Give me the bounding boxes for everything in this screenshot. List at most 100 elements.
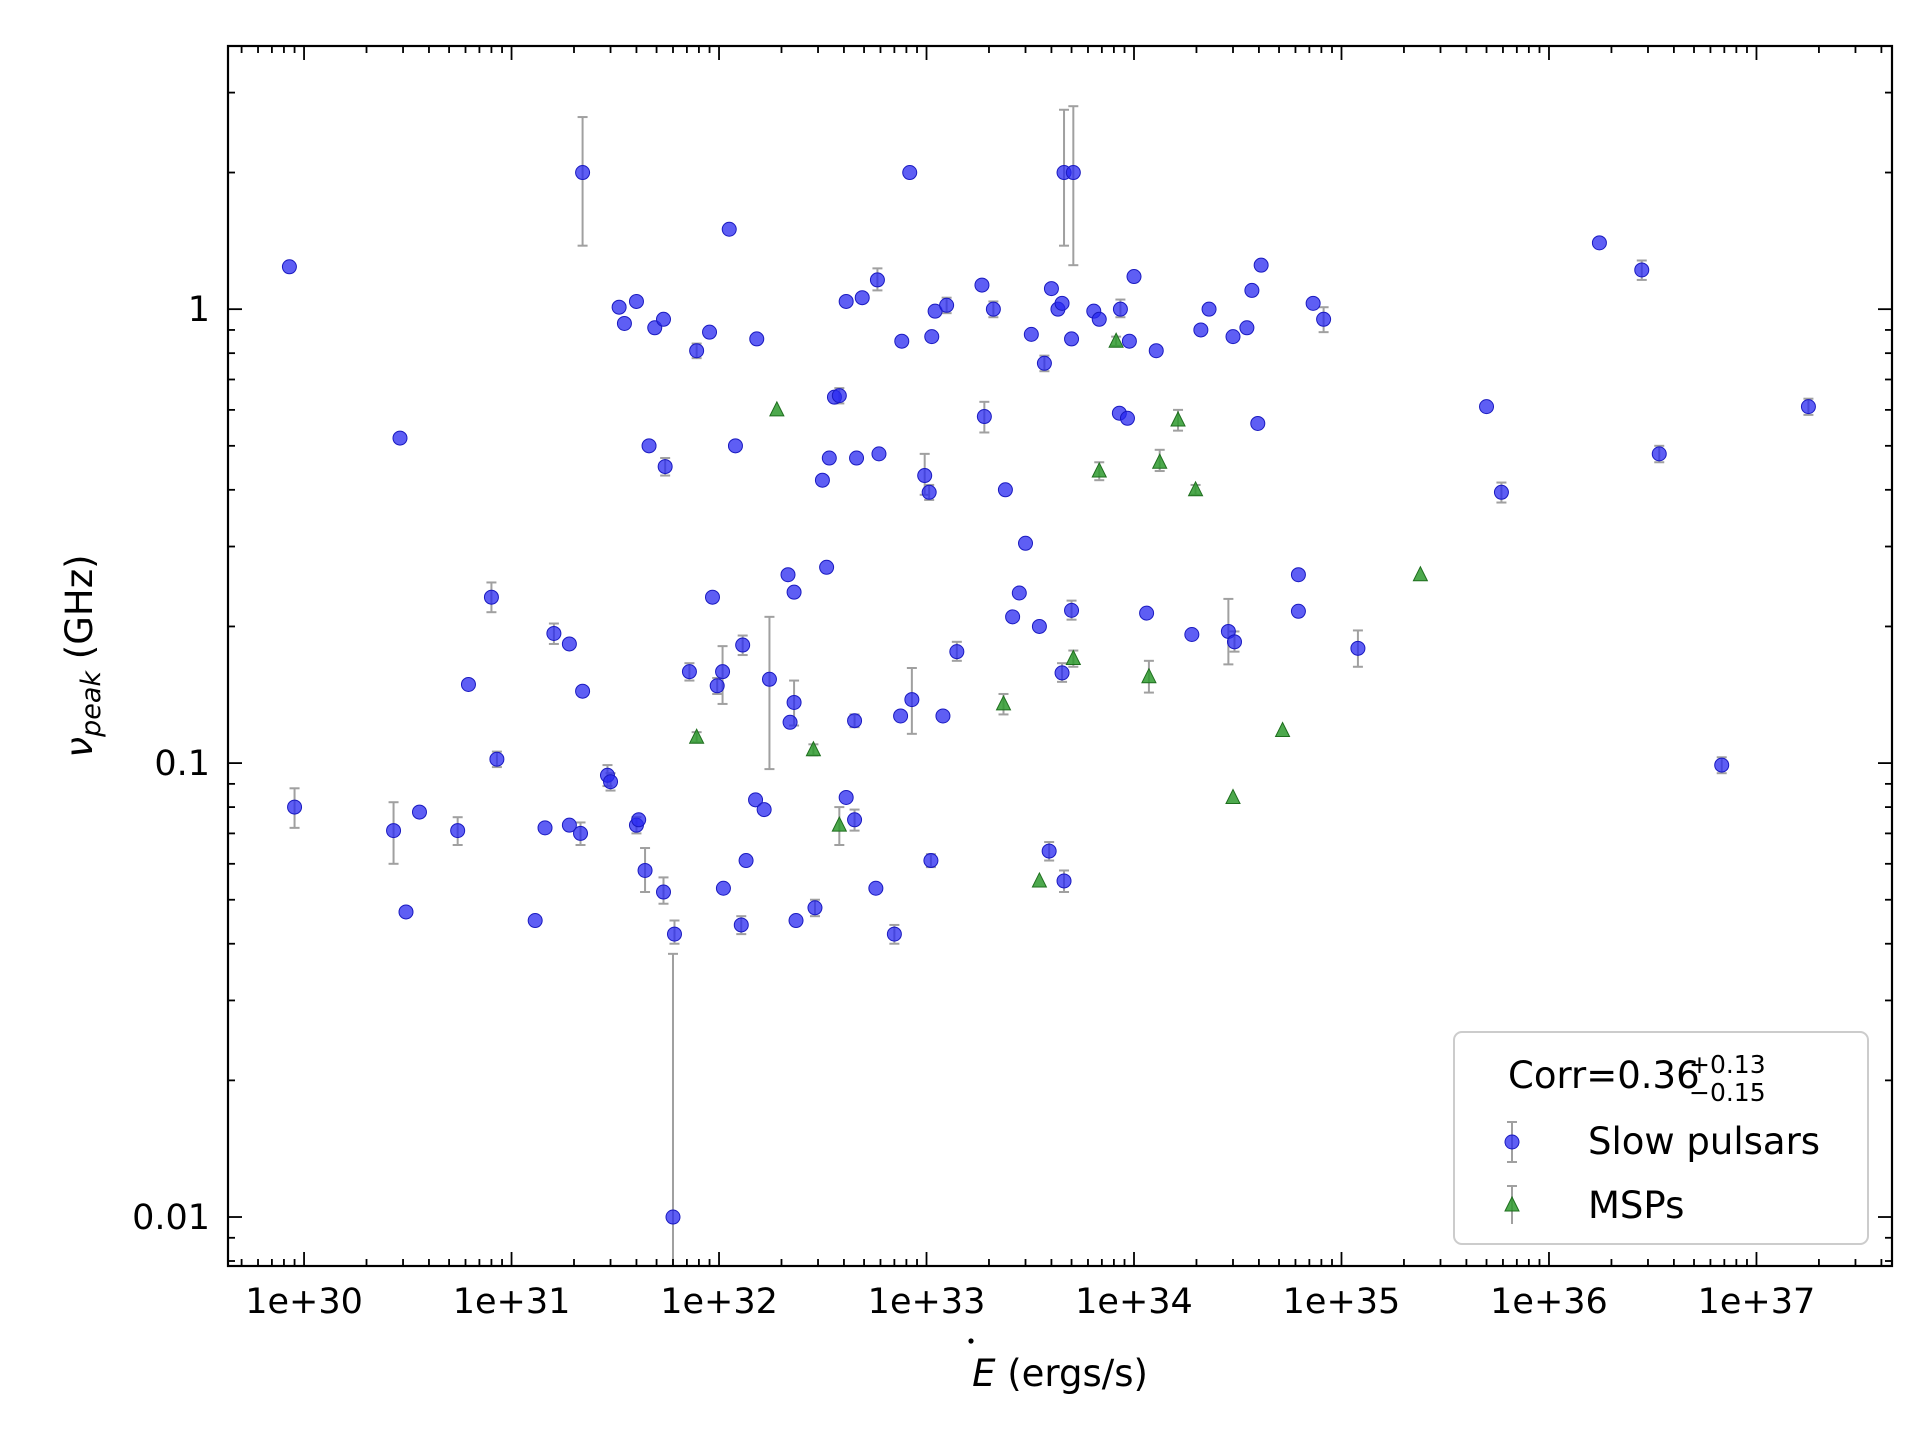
slow-pulsar-point: [921, 484, 937, 500]
x-axis-label: E (ergs/s): [972, 1352, 1148, 1395]
slow-pulsar-point: [637, 862, 653, 878]
y-axis-label: νpeak (GHz): [58, 554, 107, 757]
legend-title: Corr=0.36: [1508, 1054, 1700, 1097]
slow-pulsar-point: [1091, 311, 1107, 327]
slow-pulsar-point: [1018, 535, 1034, 551]
msp-point: [1108, 332, 1124, 348]
x-axis-label-symbol: E: [972, 1352, 996, 1395]
slow-pulsar-point: [537, 820, 553, 836]
slow-pulsar-point: [1201, 301, 1217, 317]
slow-pulsar-point: [450, 823, 466, 839]
slow-pulsar-point: [1290, 567, 1306, 583]
slow-pulsar-point: [838, 293, 854, 309]
slow-pulsar-point: [721, 221, 737, 237]
slow-pulsar-point: [702, 324, 718, 340]
slow-pulsar-point: [386, 823, 402, 839]
slow-pulsar-point: [939, 297, 955, 313]
slow-pulsar-point: [1226, 634, 1242, 650]
slow-pulsar-point: [631, 812, 647, 828]
slow-pulsar-point: [780, 567, 796, 583]
slow-pulsar-point: [616, 315, 632, 331]
slow-pulsar-point: [819, 559, 835, 575]
slow-pulsar-point: [1126, 269, 1142, 285]
slow-pulsar-point: [1290, 603, 1306, 619]
y-tick-label: 0.01: [132, 1198, 210, 1238]
slow-pulsar-point: [1184, 627, 1200, 643]
slow-pulsar-point: [917, 468, 933, 484]
msp-point: [805, 740, 822, 757]
slow-pulsar-point: [561, 636, 577, 652]
slow-pulsar-point: [847, 812, 863, 828]
slow-pulsar-point: [749, 331, 765, 347]
slow-pulsar-point: [1064, 602, 1080, 618]
slow-pulsar-point: [1119, 410, 1135, 426]
slow-pulsar-point: [546, 625, 562, 641]
slow-pulsar-point: [666, 926, 682, 942]
msp-point: [769, 400, 785, 417]
msp-point: [1151, 453, 1168, 469]
x-axis-label-unit: (ergs/s): [995, 1352, 1147, 1395]
x-tick-label: 1e+32: [660, 1282, 778, 1322]
y-tick-label: 1: [188, 290, 210, 330]
slow-pulsar-point: [733, 917, 749, 933]
legend-slow-marker: [1504, 1134, 1520, 1150]
slow-pulsar-point: [904, 692, 920, 708]
slow-pulsar-point: [573, 825, 589, 841]
slow-pulsar-point: [641, 438, 657, 454]
slow-pulsar-point: [807, 900, 823, 916]
slow-pulsar-point: [1036, 355, 1052, 371]
slow-pulsar-point: [1244, 282, 1260, 298]
slow-pulsar-point: [1112, 301, 1128, 317]
slow-pulsar-point: [1148, 343, 1164, 359]
x-tick-label: 1e+31: [453, 1282, 571, 1322]
ticks-layer: [228, 46, 1892, 1266]
slow-pulsar-point: [869, 272, 885, 288]
msp-point: [1274, 721, 1291, 737]
slow-pulsar-point: [1634, 262, 1650, 278]
slow-pulsar-point: [974, 277, 990, 293]
slow-pulsar-point: [748, 792, 764, 808]
legend-box: [1453, 1031, 1869, 1245]
x-tick-label: 1e+33: [868, 1282, 986, 1322]
slow-pulsar-point: [997, 482, 1013, 498]
slow-pulsar-point: [1064, 331, 1080, 347]
slow-pulsar-point: [575, 165, 591, 181]
msp-point: [1065, 649, 1082, 665]
slow-pulsar-point: [735, 637, 751, 653]
slow-pulsar-point: [949, 644, 965, 660]
slow-pulsar-point: [847, 713, 863, 729]
msp-point: [1187, 480, 1204, 497]
slow-pulsar-point: [894, 333, 910, 349]
slow-pulsar-point: [1493, 484, 1509, 500]
slow-pulsar-point: [1041, 843, 1057, 859]
slow-pulsar-point: [1005, 609, 1021, 625]
slow-pulsar-point: [1054, 295, 1070, 311]
slow-pulsar-point: [1591, 235, 1607, 251]
x-tick-label: 1e+35: [1283, 1282, 1401, 1322]
slow-pulsar-point: [786, 694, 802, 710]
slow-pulsar-point: [1225, 329, 1241, 345]
slow-pulsar-point: [976, 409, 992, 425]
slow-pulsar-point: [761, 671, 777, 687]
slow-pulsar-point: [715, 664, 731, 680]
slow-pulsar-point: [575, 683, 591, 699]
plot-frame: [226, 44, 1894, 1268]
y-axis-label-peak: peak: [76, 670, 107, 738]
slow-pulsar-point: [1023, 326, 1039, 342]
msp-point: [688, 728, 705, 744]
slow-pulsar-point: [1253, 257, 1269, 273]
slow-pulsar-point: [924, 329, 940, 345]
legend-msp-marker: [1504, 1195, 1520, 1212]
slow-pulsar-point: [1239, 320, 1255, 336]
slow-pulsar-point: [483, 589, 499, 605]
slow-pulsar-point: [868, 880, 884, 896]
slow-pulsar-point: [838, 789, 854, 805]
slow-pulsar-point: [1350, 640, 1366, 656]
legend-entry-msp: MSPs: [1504, 1184, 1684, 1227]
slow-pulsar-point: [392, 430, 408, 446]
slow-pulsar-point: [854, 290, 870, 306]
x-tick-label: 1e+36: [1490, 1282, 1608, 1322]
msp-point: [995, 694, 1012, 711]
slow-pulsar-point: [893, 708, 909, 724]
slow-pulsar-point: [489, 751, 505, 767]
